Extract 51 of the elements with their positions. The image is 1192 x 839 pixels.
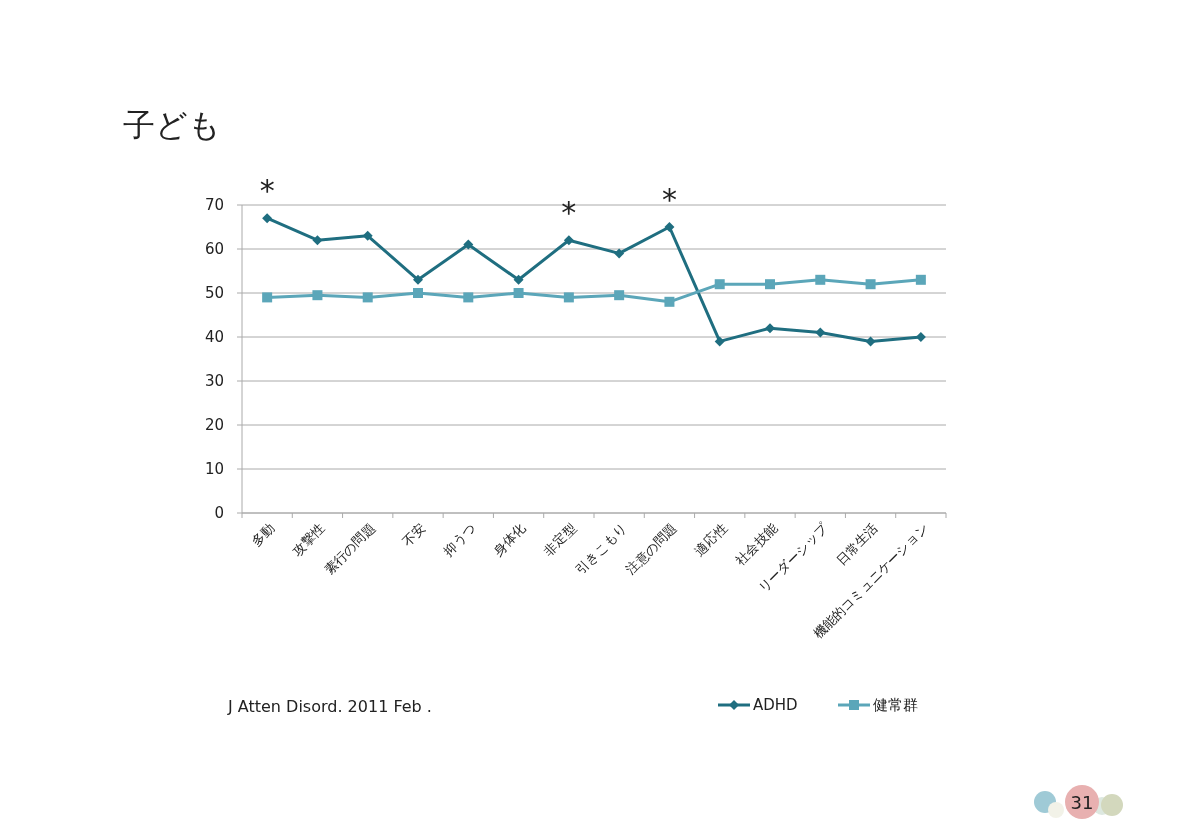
x-tick-label: 適応性 [691, 520, 730, 559]
point [765, 323, 775, 334]
point [614, 248, 625, 259]
x-tick-label: 多動 [248, 520, 278, 550]
point [714, 336, 725, 347]
point [262, 292, 273, 303]
point [815, 327, 826, 338]
y-tick-label: 40 [204, 328, 224, 346]
x-tick-label: 日常生活 [833, 520, 881, 568]
annotation: * [561, 195, 577, 231]
y-tick-label: 50 [204, 284, 224, 302]
point [765, 279, 775, 290]
chart-title: 子ども [123, 106, 221, 144]
annotation: * [661, 182, 677, 218]
point [614, 290, 625, 301]
point [714, 279, 725, 290]
point [865, 336, 876, 347]
point [362, 230, 373, 241]
point [312, 290, 323, 301]
x-tick-label: 抑うつ [440, 520, 479, 559]
point [262, 213, 273, 224]
point [513, 288, 524, 298]
point [915, 274, 926, 285]
point [664, 222, 675, 232]
x-tick-label: 攻撃性 [289, 520, 328, 559]
x-tick-label: 非定型 [540, 520, 579, 559]
point [865, 279, 876, 290]
point [664, 296, 675, 307]
x-tick-label: 不安 [399, 520, 429, 550]
y-tick-label: 60 [204, 240, 224, 258]
legend-label: 健常群 [873, 696, 918, 714]
point [362, 292, 373, 303]
y-tick-label: 10 [204, 460, 224, 478]
annotation: * [259, 173, 275, 209]
y-tick-label: 70 [204, 196, 224, 214]
point [563, 292, 574, 303]
y-tick-label: 0 [214, 504, 224, 522]
point [463, 239, 474, 250]
point [513, 274, 524, 285]
point [312, 235, 323, 246]
point [413, 274, 423, 285]
text: J Atten Disord. 2011 Feb . [227, 697, 432, 716]
point [413, 288, 423, 298]
y-tick-label: 20 [204, 416, 224, 434]
text: 31 [1070, 792, 1094, 813]
point [463, 292, 474, 303]
point [815, 274, 826, 285]
point [563, 235, 574, 246]
legend-label: ADHD [753, 696, 798, 714]
x-tick-label: 身体化 [490, 520, 529, 559]
y-tick-label: 30 [204, 372, 224, 390]
